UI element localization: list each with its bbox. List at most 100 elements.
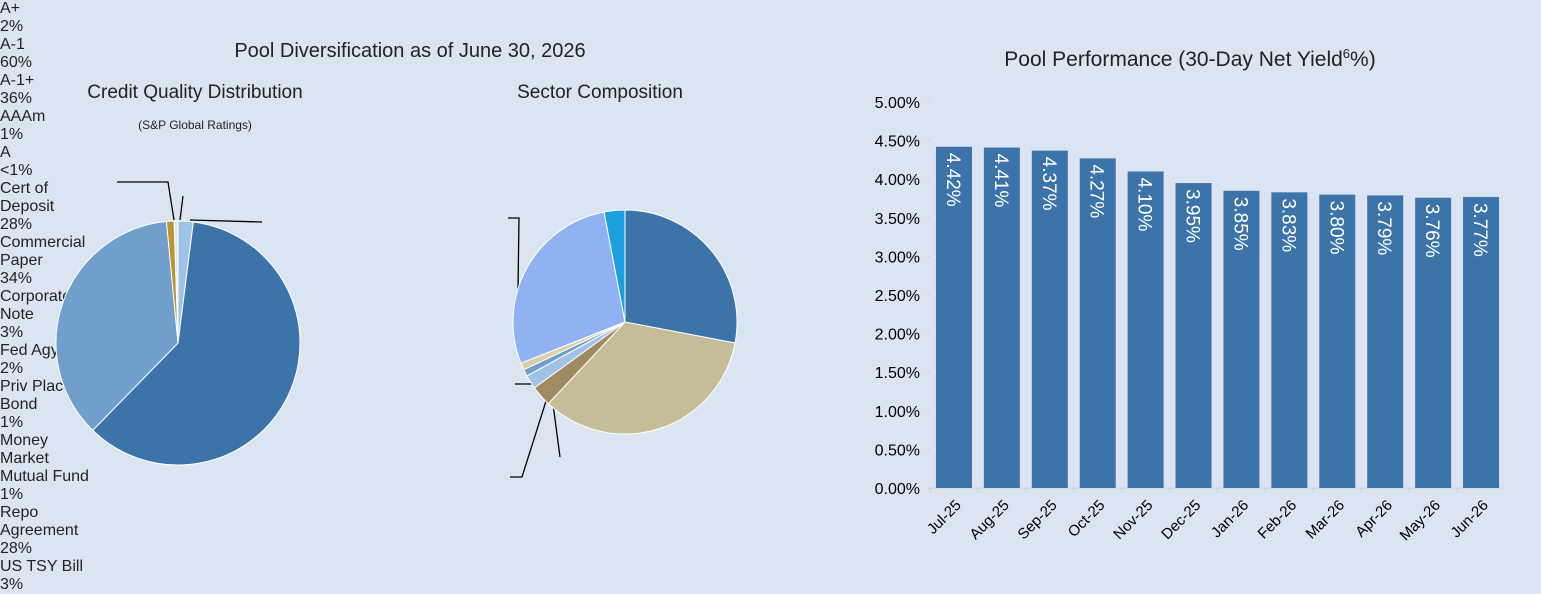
pie-slice [603,209,626,323]
leader-line [117,181,175,221]
y-tick-label: 0.00% [875,481,920,498]
leader-line [552,403,561,458]
bar-value-label: 4.41% [990,154,1011,208]
pie-slice [55,221,179,431]
slice-name: Cert of Deposit [0,180,55,215]
slice-label: Corporate Note 3% [0,288,80,342]
slice-label: AAAm 1% [0,108,60,144]
x-tick-label: Jul-25 [924,497,965,538]
leader-line [508,217,520,291]
slice-label: A-1 60% [0,36,60,72]
bar [983,147,1020,488]
slice-value: 1% [0,414,24,431]
bar-value-label: 4.27% [1086,164,1107,218]
slice-value: 28% [0,540,33,557]
y-tick-label: 1.00% [875,404,920,421]
slice-name: Money Market Mutual Fund [0,432,89,485]
slice-label: Money Market Mutual Fund 1% [0,432,90,504]
y-tick-label: 3.00% [875,249,920,266]
slice-value: 60% [0,54,33,71]
bar-value-label: 4.42% [942,153,963,207]
chart: 0.00% 0.50% 1.00% 1.50% 2.00% 2.50% 3.00% 3.50%… [55,95,1505,544]
bar-value-label: 3.77% [1469,203,1490,257]
x-tick-label: Jun-26 [1447,497,1491,541]
slice-value: 1% [0,486,24,503]
bar [1367,195,1404,489]
slice-name: Repo Agreement [0,504,79,539]
slice-label: Cert of Deposit 28% [0,180,80,234]
y-tick-label: 0.50% [875,442,920,459]
slice-label: US TSY Bill 3% [0,558,110,594]
bar-title: Pool Performance (30-Day Net Yield6%) [830,46,1541,72]
leader-line [179,195,184,221]
slice-label: A-1+ 36% [0,72,60,108]
y-tick-label: 4.00% [875,172,920,189]
y-tick-label: 2.00% [875,327,920,344]
x-tick-label: Nov-25 [1110,497,1156,543]
y-tick-label: 4.50% [875,134,920,151]
bar-title-sup: 6 [1342,46,1351,61]
slice-value: 3% [0,576,24,593]
x-tick-label: Sep-25 [1014,497,1060,543]
pie-slice [92,221,301,466]
slice-name: A+ [0,0,21,17]
y-tick-label: 5.00% [875,95,920,112]
bar-value-label: 3.85% [1229,197,1250,251]
x-tick-label: Mar-26 [1303,497,1349,543]
bar [1175,183,1212,488]
pie-slice [624,209,738,344]
bar-title-text: Pool Performance (30-Day Net Yield [1004,48,1343,71]
bar-value-label: 3.79% [1373,201,1394,255]
slice-name: AAAm [0,108,46,125]
bar-title-end: %) [1350,48,1376,71]
bar [1271,192,1308,488]
pie-title: Sector Composition [517,82,683,103]
bar-value-label: 3.76% [1421,204,1442,258]
slice-name: Corporate Note [0,288,72,323]
slice-value: 36% [0,90,33,107]
bar-value-label: 3.80% [1325,201,1346,255]
slice-value: 34% [0,270,33,287]
slice-value: 2% [0,360,24,377]
pie-slice [547,321,736,435]
bar [1415,197,1452,488]
slice-value: <1% [0,162,33,179]
slice-name: US TSY Bill [0,558,83,575]
x-tick-label: Jan-26 [1208,497,1252,541]
slice-value: 28% [0,216,33,233]
leader-line [510,397,548,478]
y-tick-label: 1.50% [875,365,920,382]
bar [1127,171,1164,489]
bar-value-label: 4.10% [1134,177,1155,231]
pie-subtitle: (S&P Global Ratings) [138,118,252,132]
slice-label: A <1% [0,144,40,180]
bar-value-label: 3.95% [1182,189,1203,243]
slice-label: A+ 2% [0,0,60,36]
x-tick-label: Dec-25 [1158,497,1204,543]
bar [935,146,972,488]
slice-name: Commercial Paper [0,234,86,269]
y-tick-label: 2.50% [875,288,920,305]
x-tick-label: Aug-25 [966,497,1012,543]
slice-name: A-1+ [0,72,35,89]
x-tick-label: Apr-26 [1352,497,1396,541]
y-tick-label: 3.50% [875,211,920,228]
slice-name: A-1 [0,36,25,53]
bar [1079,158,1116,488]
slice-label: Repo Agreement 28% [0,504,90,558]
bar-value-label: 3.83% [1277,198,1298,252]
heading: Pool Diversification as of June 30, 2026 [234,40,586,62]
leader-line [189,219,263,223]
bar [1319,194,1356,488]
bar-value-label: 4.37% [1038,157,1059,211]
pie-slice [173,220,179,344]
bar [1463,196,1500,488]
x-tick-label: Oct-25 [1065,497,1109,541]
slice-label: Commercial Paper 34% [0,234,90,288]
x-tick-label: Feb-26 [1255,497,1301,543]
slice-value: 2% [0,18,24,35]
bar [1031,150,1068,489]
pie-title: Credit Quality Distribution [87,82,303,103]
slice-value: 3% [0,324,24,341]
slice-name: A [0,144,11,161]
